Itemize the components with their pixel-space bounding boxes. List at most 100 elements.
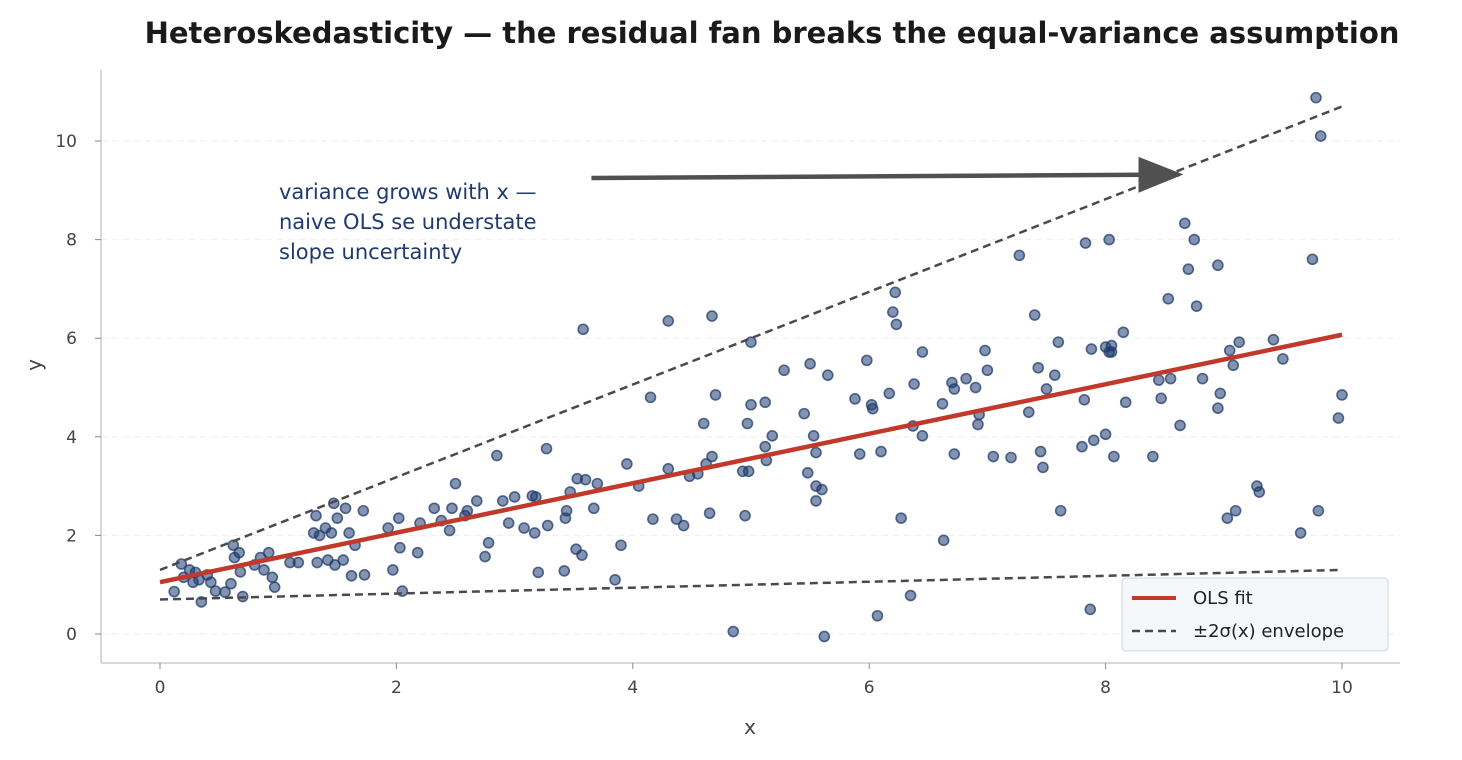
scatter-point-168 <box>1099 428 1112 441</box>
x-axis-label: x <box>744 715 756 739</box>
annotation-line-1: variance grows with x — <box>279 180 537 204</box>
scatter-point-28 <box>311 556 324 569</box>
scatter-point-182 <box>1174 419 1186 432</box>
scatter-point-37 <box>339 502 352 515</box>
scatter-point-104 <box>742 465 755 478</box>
scatter-point-35 <box>331 512 344 524</box>
scatter-point-184 <box>1182 263 1195 275</box>
scatter-point-25 <box>292 556 305 569</box>
scatter-point-102 <box>739 509 751 522</box>
scatter-point-206 <box>1336 389 1348 401</box>
scatter-point-52 <box>443 524 456 537</box>
scatter-point-158 <box>1040 383 1053 395</box>
scatter-point-81 <box>591 477 604 490</box>
scatter-point-162 <box>1076 440 1088 453</box>
annotation-arrow <box>591 156 1184 193</box>
scatter-point-36 <box>337 554 350 566</box>
scatter-point-153 <box>1022 406 1035 418</box>
scatter-point-15 <box>233 546 245 559</box>
annotation-line-2: naive OLS se understate <box>279 210 537 234</box>
scatter-point-89 <box>662 315 675 327</box>
y-tick-label-8: 8 <box>66 231 77 251</box>
scatter-point-108 <box>759 440 771 453</box>
scatter-point-179 <box>1155 392 1167 405</box>
scatter-point-171 <box>1103 233 1115 246</box>
scatter-point-205 <box>1332 412 1345 424</box>
scatter-point-203 <box>1312 504 1325 517</box>
scatter-point-143 <box>948 448 961 460</box>
scatter-point-50 <box>428 502 441 515</box>
scatter-point-128 <box>875 445 887 458</box>
scatter-point-86 <box>644 391 657 404</box>
y-tick-label-10: 10 <box>55 132 77 152</box>
scatter-point-64 <box>518 522 530 534</box>
scatter-point-70 <box>541 519 554 532</box>
scatter-point-9 <box>205 576 217 589</box>
x-tick-label-2: 2 <box>391 678 402 698</box>
scatter-point-97 <box>706 450 718 463</box>
scatter-point-118 <box>810 446 822 459</box>
scatter-point-119 <box>816 483 828 496</box>
scatter-point-166 <box>1085 343 1098 355</box>
scatter-point-69 <box>540 442 553 455</box>
scatter-point-190 <box>1214 387 1227 400</box>
scatter-point-66 <box>528 527 541 539</box>
scatter-point-83 <box>615 539 627 552</box>
scatter-point-152 <box>1013 249 1026 262</box>
scatter-point-120 <box>818 630 831 643</box>
scatter-point-194 <box>1229 504 1242 517</box>
scatter-point-88 <box>662 463 675 475</box>
scatter-point-129 <box>883 387 896 400</box>
scatter-point-112 <box>798 407 810 420</box>
scatter-point-90 <box>670 513 683 525</box>
scatter-point-96 <box>703 507 716 520</box>
scatter-point-60 <box>491 449 503 462</box>
scatter-point-113 <box>801 466 814 479</box>
scatter-point-121 <box>822 369 834 381</box>
scatter-point-87 <box>647 513 659 525</box>
scatter-point-20 <box>258 564 270 576</box>
scatter-point-204 <box>1314 130 1327 142</box>
scatter-point-195 <box>1233 336 1245 348</box>
scatter-point-165 <box>1084 603 1097 616</box>
y-tick-label-0: 0 <box>66 625 77 645</box>
scatter-point-173 <box>1105 346 1118 358</box>
scatter-point-67 <box>530 491 542 503</box>
scatter-point-32 <box>325 527 338 539</box>
annotation-line-3: slope uncertainty <box>279 240 462 264</box>
scatter-point-134 <box>904 589 917 602</box>
scatter-point-177 <box>1147 450 1159 463</box>
scatter-point-111 <box>778 364 790 377</box>
scatter-point-106 <box>745 398 757 411</box>
scatter-point-94 <box>697 417 710 430</box>
x-tick-label-10: 10 <box>1331 678 1353 698</box>
scatter-point-175 <box>1117 326 1130 339</box>
annotation-text: variance grows with x — naive OLS se und… <box>279 180 543 264</box>
scatter-point-200 <box>1294 527 1307 539</box>
scatter-point-202 <box>1310 91 1322 104</box>
scatter-point-131 <box>889 286 902 299</box>
legend-box <box>1121 577 1389 652</box>
scatter-point-58 <box>479 550 491 563</box>
ols-fit-line <box>159 332 1343 585</box>
x-tick-label-4: 4 <box>627 678 638 698</box>
y-tick-label-6: 6 <box>66 329 77 349</box>
scatter-point-73 <box>560 504 573 517</box>
scatter-point-160 <box>1052 336 1065 348</box>
scatter-point-145 <box>969 381 982 394</box>
scatter-point-186 <box>1190 300 1203 312</box>
scatter-point-59 <box>482 536 495 549</box>
scatter-point-198 <box>1267 333 1280 346</box>
legend-label-envelope: ±2σ(x) envelope <box>1193 621 1344 642</box>
scatter-point-22 <box>266 571 279 584</box>
scatter-point-42 <box>358 569 371 581</box>
scatter-point-79 <box>579 473 592 486</box>
scatter-point-148 <box>979 344 991 357</box>
scatter-point-53 <box>446 502 458 515</box>
scatter-point-156 <box>1034 445 1047 458</box>
scatter-point-174 <box>1108 450 1120 463</box>
scatter-point-181 <box>1164 372 1177 385</box>
scatter-point-77 <box>576 549 588 561</box>
legend: OLS fit ±2σ(x) envelope <box>1121 577 1389 652</box>
